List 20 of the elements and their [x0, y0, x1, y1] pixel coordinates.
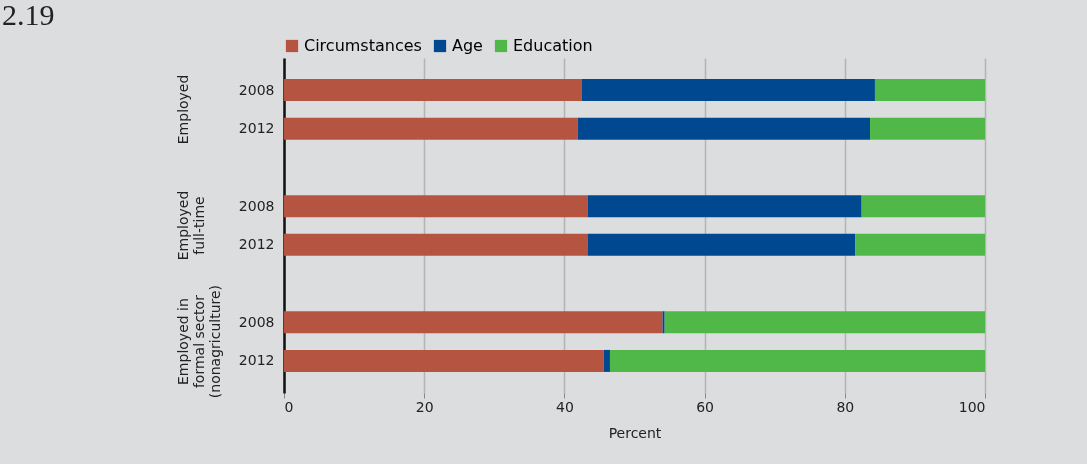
x-tick-label: 60: [696, 398, 715, 415]
text: Employed in formal sector (nonagriculture): [175, 284, 223, 399]
x-axis-title: Percent: [608, 424, 662, 441]
y-tick-label: 2008: [238, 197, 275, 214]
x-tick-label: 0: [284, 398, 294, 415]
text: Employed full-time: [175, 190, 207, 261]
text: Employed: [175, 74, 191, 145]
text: 2.19: [2, 0, 55, 31]
y-tick-label: 2012: [238, 120, 275, 137]
legend-label: Circumstances: [304, 36, 422, 55]
legend-label: Education: [513, 36, 593, 55]
y-tick-label: 2012: [238, 352, 275, 369]
y-tick-label: 2008: [238, 313, 275, 330]
x-tick-label: 40: [555, 398, 574, 415]
x-tick-label: 100: [958, 398, 986, 415]
x-tick-label: 80: [836, 398, 855, 415]
y-tick-label: 2008: [238, 81, 275, 98]
x-tick-label: 20: [415, 398, 434, 415]
y-tick-label: 2012: [238, 236, 275, 253]
legend-label: Age: [452, 36, 483, 55]
